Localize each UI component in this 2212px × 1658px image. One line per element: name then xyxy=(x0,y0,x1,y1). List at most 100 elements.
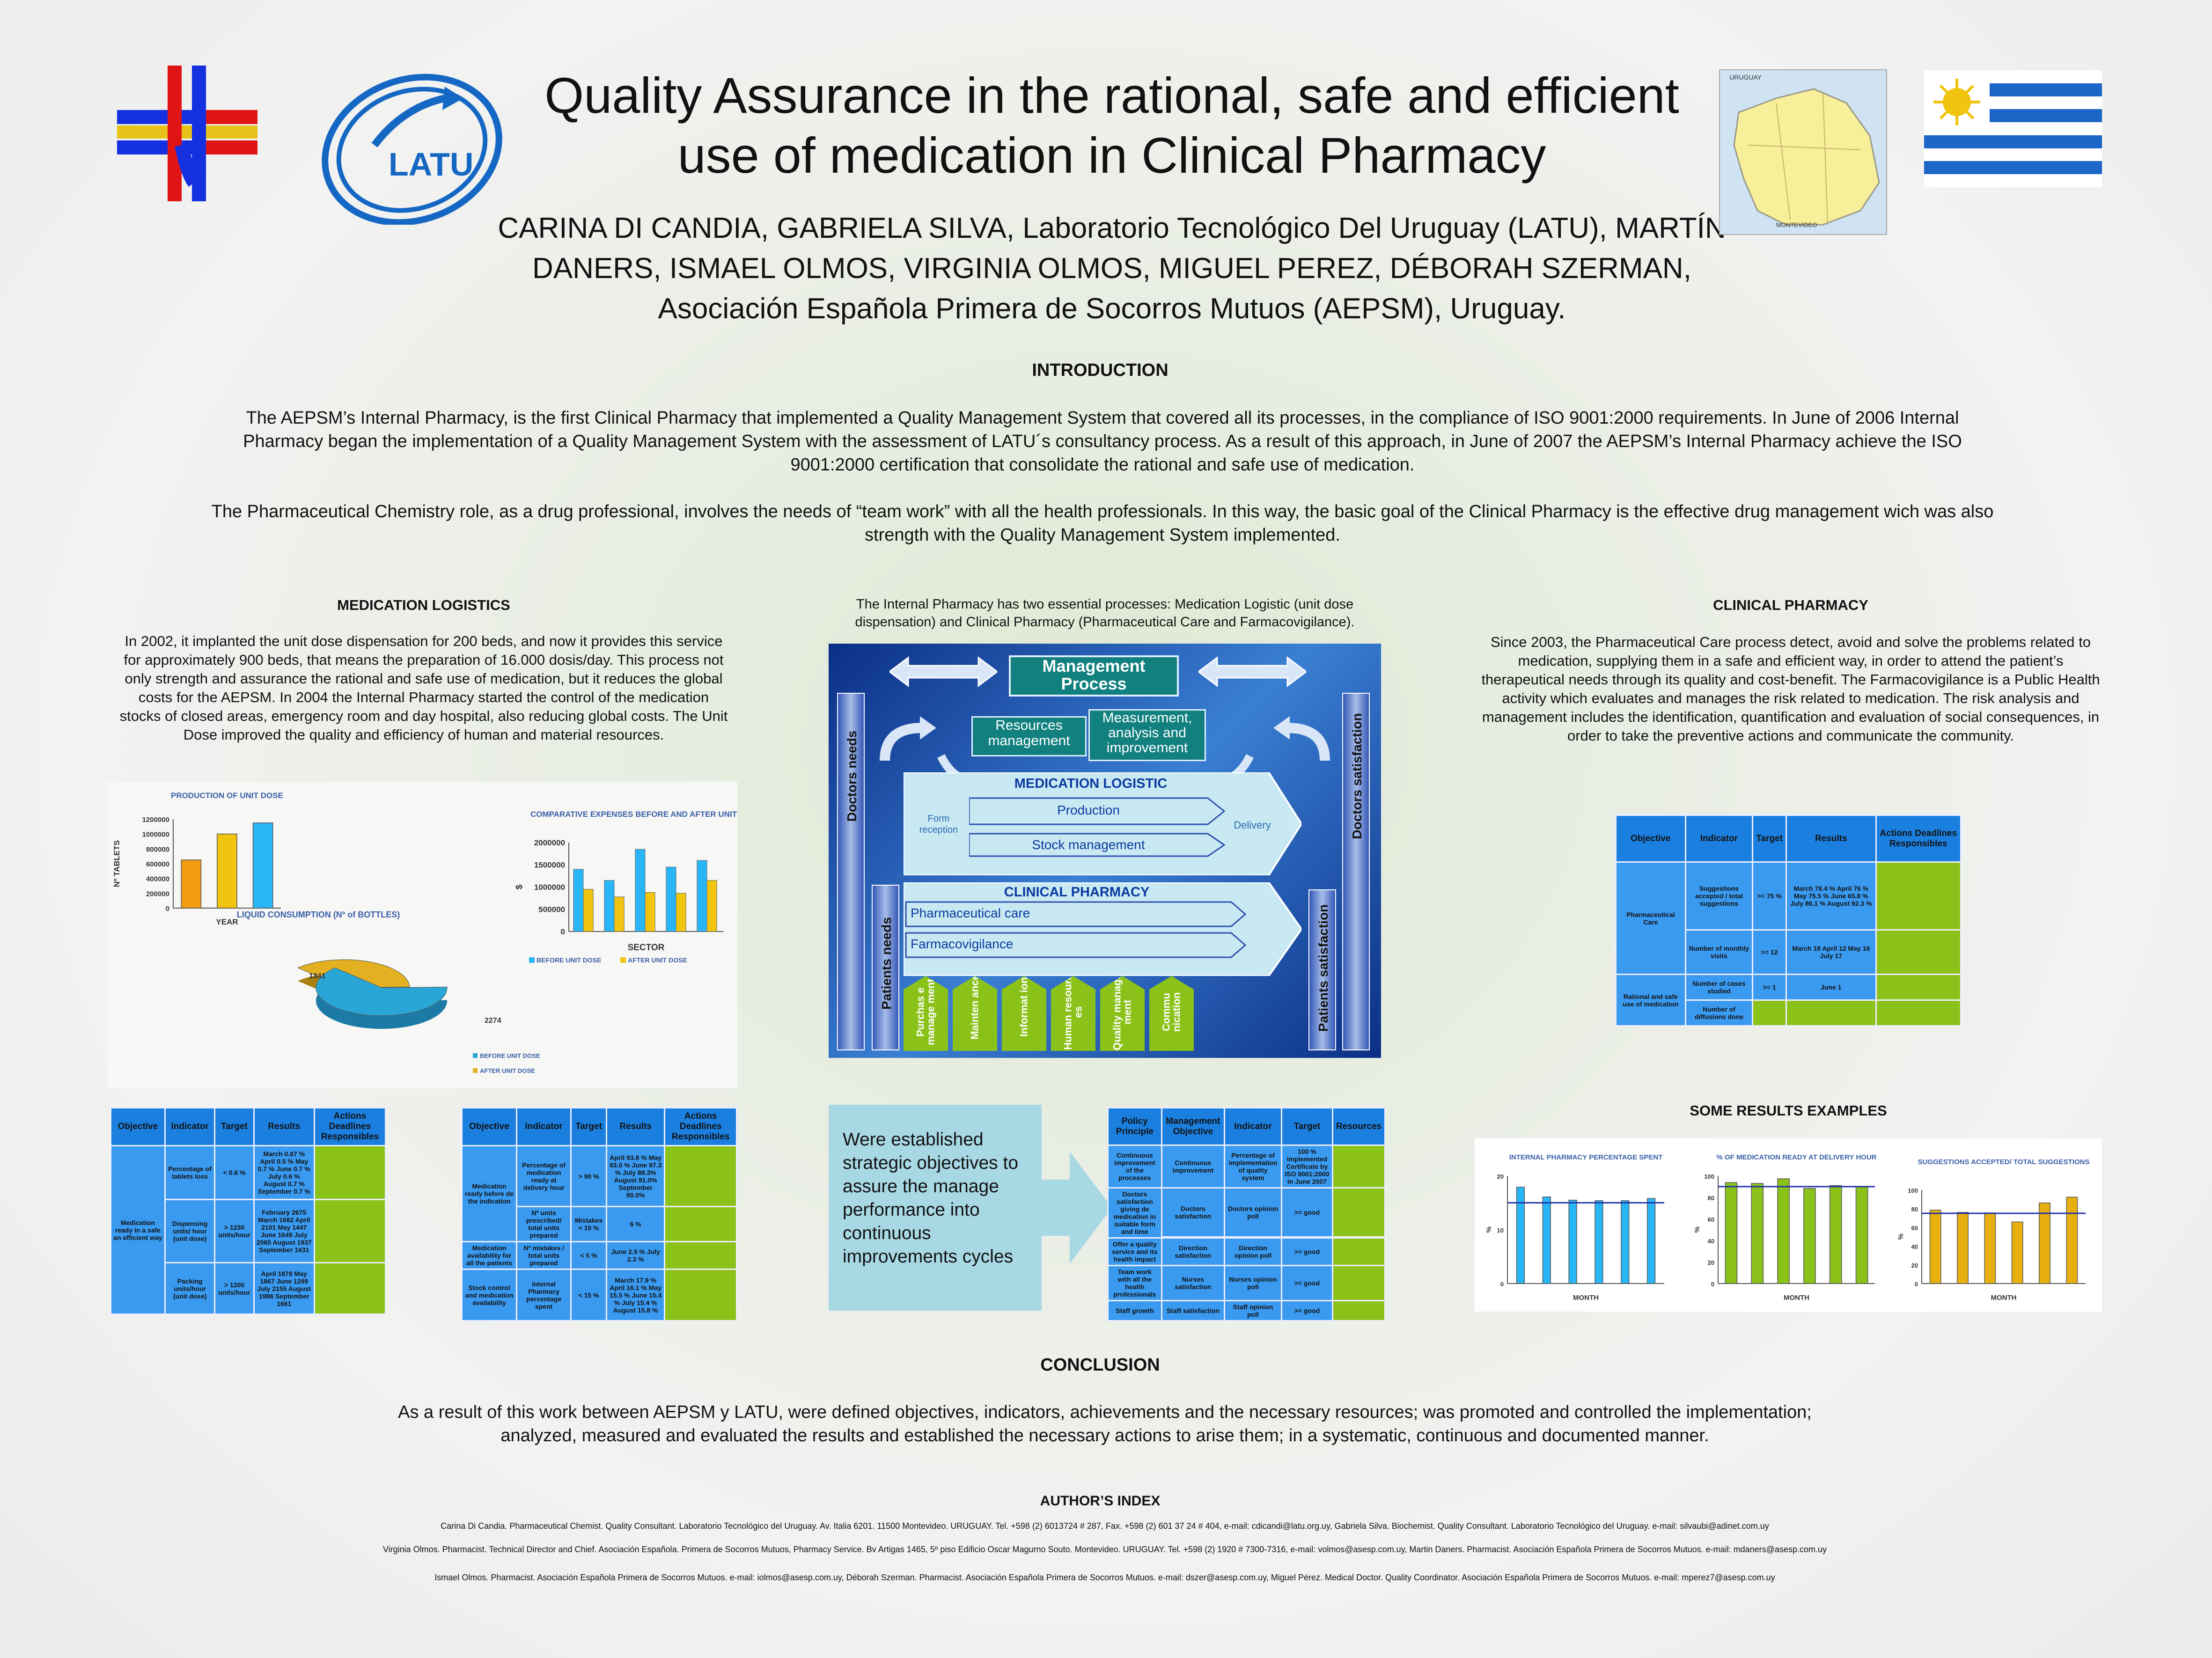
y-tick-label: 40 xyxy=(1708,1238,1714,1245)
y-tick-label: 1000000 xyxy=(534,883,565,892)
table-cell: Dispensing units/ hour (unit dose) xyxy=(164,1199,216,1263)
table-cell: >= good xyxy=(1281,1265,1333,1301)
col-indicator: Indicator xyxy=(1223,1107,1283,1146)
y-tick-label: 20 xyxy=(1911,1262,1918,1269)
col-objective: Objective xyxy=(110,1107,166,1146)
medication-logistic-label: MEDICATION LOGISTIC xyxy=(1014,776,1168,791)
table-cell: Direction satisfaction xyxy=(1161,1237,1225,1266)
table-cell: Team work with all the health profession… xyxy=(1107,1265,1162,1301)
bar xyxy=(697,860,707,932)
col-indicator: Indicator xyxy=(164,1107,216,1146)
table-cell: Percentage of tablets loss xyxy=(164,1145,216,1200)
table-cell xyxy=(1331,1300,1386,1321)
table-cell: April 1878 May 1867 June 1299 July 2155 … xyxy=(253,1262,315,1315)
table-cell xyxy=(1875,999,1962,1027)
chart-title: SUGGESTIONS ACCEPTED/ TOTAL SUGGESTIONS xyxy=(1918,1158,2090,1166)
support-human-resources: Human resourc es xyxy=(1051,976,1095,1051)
bar xyxy=(2039,1203,2050,1284)
logistics-heading: MEDICATION LOGISTICS xyxy=(337,597,510,613)
introduction-p1: The AEPSM’s Internal Pharmacy, is the fi… xyxy=(243,408,1962,475)
table-cell: Doctors satisfaction giving de medicatio… xyxy=(1107,1187,1162,1239)
y-tick-label: 600000 xyxy=(146,860,169,868)
col-actions: Actions Deadlines Responsibles xyxy=(313,1107,387,1146)
table-cell xyxy=(1331,1265,1386,1301)
table-cell: Staff growth xyxy=(1107,1300,1162,1321)
doctors-needs-pillar: Doctors needs xyxy=(837,693,865,1050)
bar xyxy=(2066,1196,2078,1284)
support-maintenance-label: Mainten ance xyxy=(969,974,981,1040)
table-cell: February 2675 March 1682 April 2101 May … xyxy=(253,1199,315,1263)
table-cell: > 90 % xyxy=(570,1145,607,1207)
table-cell xyxy=(664,1206,737,1242)
table-cell: >= good xyxy=(1281,1300,1333,1321)
table-cell xyxy=(1331,1237,1386,1266)
x-axis-label: MONTH xyxy=(1573,1294,1599,1302)
x-axis-label: MONTH xyxy=(1991,1294,2017,1302)
y-tick-label: 500000 xyxy=(538,905,565,914)
y-tick-label: 60 xyxy=(1708,1216,1714,1223)
table-cell: > 1230 units/hour xyxy=(214,1199,255,1263)
chart-title: INTERNAL PHARMACY PERCENTAGE SPENT xyxy=(1509,1153,1663,1161)
right-arrow-icon xyxy=(1042,1152,1112,1264)
table-cell: >= 75 % xyxy=(1752,861,1787,931)
table-cell xyxy=(1331,1144,1386,1188)
bar xyxy=(1568,1200,1577,1284)
table-cell xyxy=(664,1241,737,1270)
patients-needs-label: Patients needs xyxy=(879,917,894,1010)
strategic-objectives-text: Were established strategic objectives to… xyxy=(843,1130,1019,1267)
uruguay-flag xyxy=(1924,70,2102,187)
table-cell xyxy=(313,1145,387,1200)
patients-satisfaction-pillar: Patients satisfaction xyxy=(1308,889,1336,1050)
bar xyxy=(1777,1178,1790,1284)
authors-index-heading: AUTHOR’S INDEX xyxy=(1040,1493,1161,1509)
col-results: Results xyxy=(605,1107,666,1146)
pie-label: 1341 xyxy=(309,972,326,980)
bar xyxy=(1646,1198,1656,1284)
uruguay-map: URUGUAY MONTEVIDEO xyxy=(1719,69,1887,235)
doctors-satisfaction-pillar: Doctors satisfaction xyxy=(1342,693,1370,1050)
table-cell xyxy=(1875,929,1962,975)
table-cell: April 93.8 % May 93.0 % June 97.3 % July… xyxy=(605,1145,666,1207)
table-cell: Nurses satisfaction xyxy=(1161,1265,1225,1301)
support-purchase: Purchas e manage ment xyxy=(904,976,948,1051)
bar xyxy=(1929,1210,1941,1284)
table-cell: < 5 % xyxy=(570,1241,607,1270)
table-cell: >= 12 xyxy=(1752,929,1787,975)
curved-arrow-icon xyxy=(1273,716,1330,761)
table-cell: 100 % implemented Certificate by ISO 900… xyxy=(1281,1144,1333,1188)
table-cell: June 2.5 % July 2.3 % xyxy=(605,1241,666,1270)
table-cell: Suggestions accepted / total suggestions xyxy=(1684,861,1754,931)
y-tick-label: 200000 xyxy=(146,890,169,898)
y-tick-label: 1000000 xyxy=(142,831,169,839)
table-cell: < 0.6 % xyxy=(214,1145,255,1200)
bar xyxy=(614,896,625,932)
curved-arrow-icon xyxy=(880,716,936,761)
strategic-objectives-box: Were established strategic objectives to… xyxy=(829,1105,1042,1311)
y-tick-label: 100 xyxy=(1704,1173,1714,1180)
authors-index-line3: Ismael Olmos. Pharmacist. Asociación Esp… xyxy=(434,1573,1775,1582)
support-quality-label: Quality manage ment xyxy=(1111,974,1133,1050)
table-cell: March 0.67 % April 0.5 % May 0.7 % June … xyxy=(253,1145,315,1200)
table-cell: Percentage of medication ready at delive… xyxy=(516,1145,572,1207)
support-human-resources-label: Human resourc es xyxy=(1062,974,1084,1050)
authors-index-line2: Virginia Olmos. Pharmacist. Technical Di… xyxy=(382,1545,1827,1554)
col-objective: Objective xyxy=(461,1107,518,1146)
y-tick-label: 400000 xyxy=(146,875,169,883)
table-cell xyxy=(1752,999,1787,1027)
col-indicator: Indicator xyxy=(516,1107,572,1146)
management-process-box: Management Process xyxy=(1009,655,1179,697)
y-axis-label: % xyxy=(1897,1233,1905,1240)
col-resources: Resources xyxy=(1331,1107,1386,1146)
authors-index-line1: Carina Di Candia. Pharmaceutical Chemist… xyxy=(441,1521,1769,1531)
col-indicator: Indicator xyxy=(1684,814,1754,863)
table-cell: Mistakes < 10 % xyxy=(570,1206,607,1242)
form-reception-label: Form reception xyxy=(919,814,958,835)
process-intro: The Internal Pharmacy has two essential … xyxy=(855,597,1355,630)
poster-authors: CARINA DI CANDIA, GABRIELA SILVA, Labora… xyxy=(498,212,1726,325)
clinical-heading: CLINICAL PHARMACY xyxy=(1713,597,1868,613)
col-target: Target xyxy=(1752,814,1787,863)
logistic-step-arrows xyxy=(969,797,1226,857)
logistics-table-a-wrap: Objective Indicator Target Results Actio… xyxy=(110,1107,387,1315)
y-tick-label: 0 xyxy=(1915,1281,1918,1288)
legend-swatch xyxy=(473,1053,478,1058)
